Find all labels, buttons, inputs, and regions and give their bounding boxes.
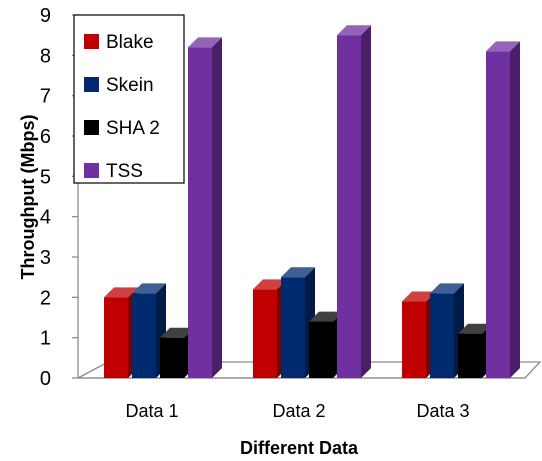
bar-front <box>132 293 156 378</box>
bar-tss <box>337 25 371 379</box>
bar-top <box>188 37 222 48</box>
bar-top <box>402 291 436 302</box>
y-tick-label: 8 <box>40 45 51 67</box>
legend-label: Skein <box>106 75 154 96</box>
bars <box>104 25 520 379</box>
bar-side <box>212 37 222 378</box>
bar-front <box>253 289 277 378</box>
legend-swatch <box>84 120 99 135</box>
bar-group <box>253 25 371 379</box>
x-axis-labels: Data 1 Data 2 Data 3 <box>125 401 469 421</box>
y-tick-label: 0 <box>40 368 51 390</box>
bar-top <box>132 283 166 294</box>
bar-side <box>510 41 520 378</box>
bar-front <box>430 293 454 378</box>
y-tick-label: 9 <box>40 5 51 27</box>
bar-top <box>458 323 492 334</box>
bar-tss <box>486 41 520 379</box>
bar-front <box>402 301 426 378</box>
y-tick-label: 1 <box>40 328 51 350</box>
legend-swatch <box>84 34 99 49</box>
y-tick-label: 6 <box>40 126 51 148</box>
bar-group <box>402 41 520 379</box>
legend-label: Blake <box>106 32 154 53</box>
y-axis: 0 1 2 3 4 5 6 7 8 9 <box>40 5 79 390</box>
legend-swatch <box>84 163 99 178</box>
bar-sha-2 <box>458 323 492 378</box>
y-tick-label: 7 <box>40 86 51 108</box>
y-tick-label: 5 <box>40 166 51 188</box>
bar-front <box>309 321 333 378</box>
x-axis-title: Different Data <box>240 438 359 458</box>
bar-skein <box>132 283 166 378</box>
legend-item: TSS <box>84 161 143 182</box>
bar-top <box>486 41 520 52</box>
legend: Blake Skein SHA 2 TSS <box>73 14 185 184</box>
legend-label: TSS <box>106 161 143 182</box>
legend-item: Blake <box>84 32 154 53</box>
y-tick-label: 4 <box>40 207 51 229</box>
y-tick-label: 2 <box>40 287 51 309</box>
legend-item: SHA 2 <box>84 118 160 139</box>
bar-front <box>160 337 184 378</box>
bar-top <box>104 287 138 298</box>
bar-side <box>361 25 371 378</box>
x-category-label: Data 1 <box>125 401 178 421</box>
legend-item: Skein <box>84 75 154 96</box>
bar-front <box>188 47 212 379</box>
x-category-label: Data 3 <box>416 401 469 421</box>
bar-front <box>337 35 361 379</box>
bar-top <box>281 267 315 278</box>
y-axis-title: Throughput (Mbps) <box>18 115 38 280</box>
bar-group <box>104 37 222 379</box>
bar-top <box>253 279 287 290</box>
x-category-label: Data 2 <box>272 401 325 421</box>
legend-swatch <box>84 77 99 92</box>
bar-front <box>458 333 482 378</box>
bar-top <box>309 311 343 322</box>
bar-top <box>160 327 194 338</box>
y-tick-label: 3 <box>40 247 51 269</box>
bar-top <box>430 283 464 294</box>
bar-front <box>104 297 128 378</box>
bar-front <box>486 51 510 379</box>
legend-label: SHA 2 <box>106 118 160 139</box>
bar-top <box>337 25 371 36</box>
bar-tss <box>188 37 222 379</box>
bar-front <box>281 277 305 378</box>
